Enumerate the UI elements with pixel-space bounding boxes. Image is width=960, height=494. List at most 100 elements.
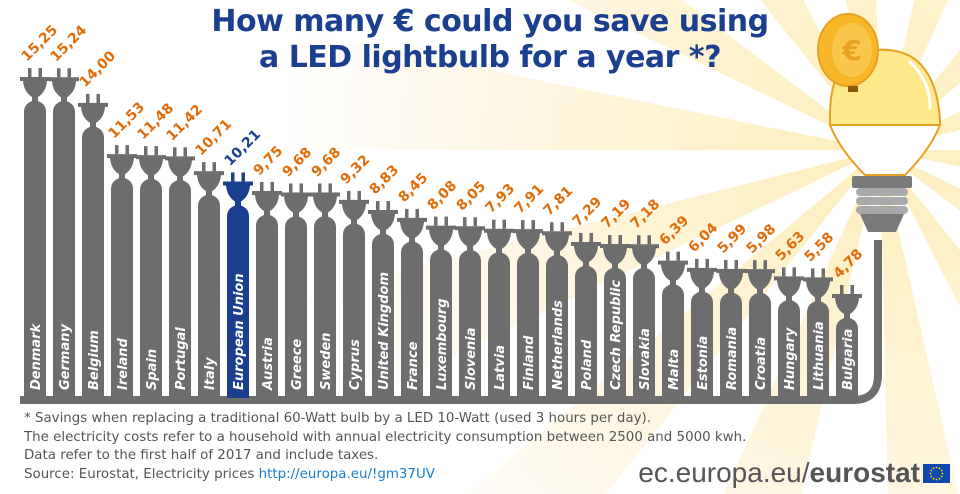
plug-prong bbox=[96, 93, 100, 103]
value-label: 5,99 bbox=[715, 221, 751, 257]
plug-prong bbox=[173, 147, 177, 157]
bars: Denmark15,25Germany15,24Belgium14,00Irel… bbox=[19, 22, 867, 399]
plug-body bbox=[339, 199, 369, 398]
category-label: Sweden bbox=[319, 332, 334, 390]
plug-prong bbox=[502, 219, 506, 229]
plug-prong bbox=[560, 222, 564, 232]
bulb-base-cap bbox=[852, 176, 912, 188]
category-label: Finland bbox=[522, 335, 537, 390]
footnote-line-1: * Savings when replacing a traditional 6… bbox=[24, 411, 652, 426]
plug-prong bbox=[405, 208, 409, 218]
plug-prong bbox=[811, 268, 815, 278]
bar-bulgaria: Bulgaria 4,78 bbox=[831, 246, 867, 398]
plug-body bbox=[745, 269, 775, 398]
plug-prong bbox=[434, 216, 438, 226]
plug-prong bbox=[589, 232, 593, 242]
plug-body bbox=[571, 241, 601, 398]
plug-prong bbox=[463, 217, 467, 227]
plug-body bbox=[455, 226, 485, 398]
value-label: 7,18 bbox=[628, 196, 664, 232]
category-label: Netherlands bbox=[551, 300, 566, 390]
value-label: 8,08 bbox=[425, 178, 461, 214]
plug-body bbox=[629, 244, 659, 398]
plug-prong bbox=[550, 222, 554, 232]
category-label: Greece bbox=[290, 339, 305, 390]
category-label: Estonia bbox=[696, 336, 711, 390]
plug-prong bbox=[202, 162, 206, 172]
category-label: Poland bbox=[580, 339, 595, 390]
plug-prong bbox=[666, 251, 670, 261]
plug-body bbox=[397, 217, 427, 398]
plug-body bbox=[716, 268, 746, 398]
plug-prong bbox=[318, 183, 322, 193]
plug-prong bbox=[270, 181, 274, 191]
plug-prong bbox=[328, 183, 332, 193]
title-line-1: How many € could you save using bbox=[211, 4, 769, 39]
plug-prong bbox=[376, 201, 380, 211]
plug-body bbox=[136, 155, 166, 398]
category-label: Italy bbox=[203, 357, 218, 390]
value-label: 9,68 bbox=[280, 145, 316, 181]
plug-prong bbox=[183, 147, 187, 157]
footnote-line-2: The electricity costs refer to a househo… bbox=[24, 429, 747, 445]
plug-body bbox=[542, 231, 572, 398]
plug-prong bbox=[154, 146, 158, 156]
category-label: Luxembourg bbox=[435, 299, 450, 391]
bar-czech-republic: Czech Republic 7,19 bbox=[599, 196, 634, 398]
plug-body bbox=[165, 156, 195, 398]
plug-body bbox=[658, 260, 688, 398]
value-label: 9,75 bbox=[251, 143, 287, 179]
category-label: Latvia bbox=[493, 345, 508, 390]
plug-prong bbox=[676, 251, 680, 261]
plug-prong bbox=[618, 235, 622, 245]
plug-prong bbox=[57, 68, 61, 78]
category-label: Croatia bbox=[754, 337, 769, 390]
plug-prong bbox=[299, 183, 303, 193]
plug-body bbox=[281, 192, 311, 398]
euro-symbol: € bbox=[841, 34, 861, 67]
source-prefix: Source: Eurostat, Electricity prices bbox=[24, 466, 259, 482]
source-link[interactable]: http://europa.eu/!gm37UV bbox=[258, 466, 435, 482]
footnote: * Savings when replacing a traditional 6… bbox=[24, 410, 746, 484]
category-label: Austria bbox=[261, 337, 276, 391]
plug-body bbox=[600, 244, 630, 398]
bar-poland: Poland 7,29 bbox=[570, 194, 605, 398]
plug-body bbox=[803, 277, 833, 398]
plug-prong bbox=[492, 219, 496, 229]
category-label: Denmark bbox=[29, 322, 44, 390]
footnote-source: Source: Eurostat, Electricity prices htt… bbox=[24, 466, 746, 485]
bar-slovenia: Slovenia 8,05 bbox=[454, 178, 490, 398]
plug-prong bbox=[415, 208, 419, 218]
category-label: Ireland bbox=[116, 337, 131, 390]
value-label: 4,78 bbox=[831, 246, 867, 282]
plug-prong bbox=[850, 285, 854, 294]
plug-prong bbox=[86, 93, 90, 103]
plug-prong bbox=[705, 258, 709, 268]
eu-flag-icon bbox=[923, 464, 950, 483]
category-label: Cyprus bbox=[348, 339, 363, 390]
plug-body bbox=[252, 190, 282, 398]
category-label: Belgium bbox=[87, 330, 102, 390]
bar-luxembourg: Luxembourg 8,08 bbox=[425, 178, 461, 398]
plug-prong bbox=[260, 181, 264, 191]
eurostat-brand[interactable]: ec.europa.eu/eurostat bbox=[638, 458, 920, 488]
value-label: 5,58 bbox=[802, 230, 838, 266]
bar-netherlands: Netherlands 7,81 bbox=[541, 183, 576, 398]
category-label: Lithuania bbox=[812, 321, 827, 390]
plug-body bbox=[484, 228, 514, 398]
plug-prong bbox=[763, 260, 767, 270]
category-label: European Union bbox=[232, 273, 247, 390]
footnote-line-3: Data refer to the first half of 2017 and… bbox=[24, 448, 379, 463]
plug-prong bbox=[444, 216, 448, 226]
plug-body bbox=[49, 77, 79, 398]
plug-body bbox=[368, 210, 398, 398]
plug-prong bbox=[347, 190, 351, 200]
plug-body bbox=[687, 267, 717, 398]
brand-prefix: ec.europa.eu/ bbox=[638, 457, 810, 488]
plug-prong bbox=[28, 68, 32, 77]
plug-body bbox=[223, 181, 253, 398]
value-label: 8,05 bbox=[454, 178, 490, 214]
brand-name: eurostat bbox=[809, 457, 920, 488]
